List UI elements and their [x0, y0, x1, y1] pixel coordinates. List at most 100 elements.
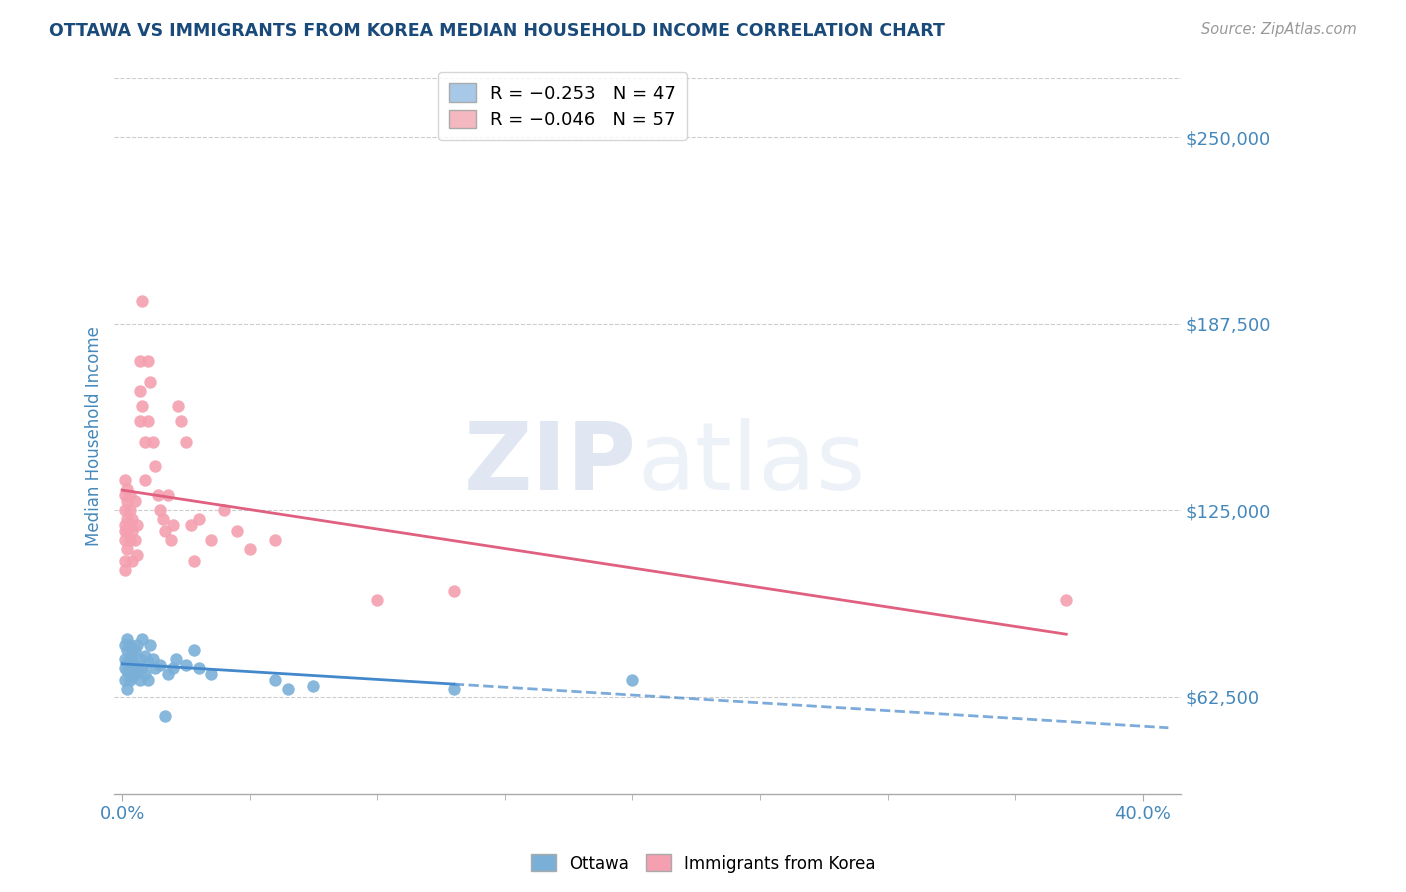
Text: OTTAWA VS IMMIGRANTS FROM KOREA MEDIAN HOUSEHOLD INCOME CORRELATION CHART: OTTAWA VS IMMIGRANTS FROM KOREA MEDIAN H… — [49, 22, 945, 40]
Point — [156, 667, 179, 681]
Point — [134, 649, 156, 664]
Point — [277, 682, 299, 697]
Point — [114, 638, 136, 652]
Point — [118, 638, 141, 652]
Point — [114, 563, 136, 577]
Point — [162, 518, 184, 533]
Y-axis label: Median Household Income: Median Household Income — [86, 326, 103, 546]
Point — [121, 670, 143, 684]
Point — [121, 524, 143, 538]
Point — [143, 458, 166, 473]
Point — [200, 667, 222, 681]
Point — [121, 652, 143, 666]
Point — [159, 533, 181, 547]
Point — [264, 533, 287, 547]
Point — [114, 673, 136, 688]
Point — [136, 673, 159, 688]
Point — [114, 661, 136, 675]
Point — [156, 488, 179, 502]
Point — [124, 658, 146, 673]
Point — [155, 524, 177, 538]
Point — [183, 643, 205, 657]
Point — [127, 548, 149, 562]
Point — [225, 524, 247, 538]
Point — [115, 665, 138, 679]
Point — [118, 503, 141, 517]
Point — [187, 661, 209, 675]
Point — [114, 652, 136, 666]
Point — [127, 638, 149, 652]
Point — [139, 638, 162, 652]
Point — [187, 512, 209, 526]
Point — [143, 661, 166, 675]
Point — [146, 488, 169, 502]
Point — [118, 667, 141, 681]
Point — [1054, 592, 1077, 607]
Point — [162, 661, 184, 675]
Point — [174, 434, 197, 449]
Point — [131, 661, 153, 675]
Point — [149, 503, 172, 517]
Point — [302, 679, 325, 693]
Point — [152, 512, 174, 526]
Point — [129, 354, 152, 368]
Point — [118, 533, 141, 547]
Point — [136, 656, 159, 670]
Point — [114, 474, 136, 488]
Point — [114, 518, 136, 533]
Point — [115, 483, 138, 497]
Point — [142, 434, 165, 449]
Point — [183, 554, 205, 568]
Point — [142, 652, 165, 666]
Point — [264, 673, 287, 688]
Point — [118, 518, 141, 533]
Point — [124, 533, 146, 547]
Point — [366, 592, 388, 607]
Point — [200, 533, 222, 547]
Point — [114, 503, 136, 517]
Point — [124, 667, 146, 681]
Point — [115, 643, 138, 657]
Text: ZIP: ZIP — [464, 418, 637, 510]
Point — [121, 661, 143, 675]
Point — [131, 294, 153, 309]
Point — [115, 524, 138, 538]
Point — [165, 652, 187, 666]
Point — [118, 488, 141, 502]
Point — [124, 494, 146, 508]
Point — [118, 673, 141, 688]
Legend: R = −0.253   N = 47, R = −0.046   N = 57: R = −0.253 N = 47, R = −0.046 N = 57 — [437, 72, 688, 140]
Point — [115, 656, 138, 670]
Point — [127, 518, 149, 533]
Point — [115, 682, 138, 697]
Text: atlas: atlas — [637, 418, 865, 510]
Legend: Ottawa, Immigrants from Korea: Ottawa, Immigrants from Korea — [524, 847, 882, 880]
Point — [443, 583, 465, 598]
Point — [115, 632, 138, 646]
Point — [115, 512, 138, 526]
Point — [114, 488, 136, 502]
Point — [129, 652, 152, 666]
Point — [212, 503, 235, 517]
Point — [115, 494, 138, 508]
Point — [115, 542, 138, 557]
Point — [155, 709, 177, 723]
Text: Source: ZipAtlas.com: Source: ZipAtlas.com — [1201, 22, 1357, 37]
Point — [118, 652, 141, 666]
Point — [134, 474, 156, 488]
Point — [121, 554, 143, 568]
Point — [621, 673, 644, 688]
Point — [167, 399, 190, 413]
Point — [124, 643, 146, 657]
Point — [127, 661, 149, 675]
Point — [149, 658, 172, 673]
Point — [443, 682, 465, 697]
Point — [136, 414, 159, 428]
Point — [139, 375, 162, 389]
Point — [174, 658, 197, 673]
Point — [131, 632, 153, 646]
Point — [114, 554, 136, 568]
Point — [129, 673, 152, 688]
Point — [121, 643, 143, 657]
Point — [129, 414, 152, 428]
